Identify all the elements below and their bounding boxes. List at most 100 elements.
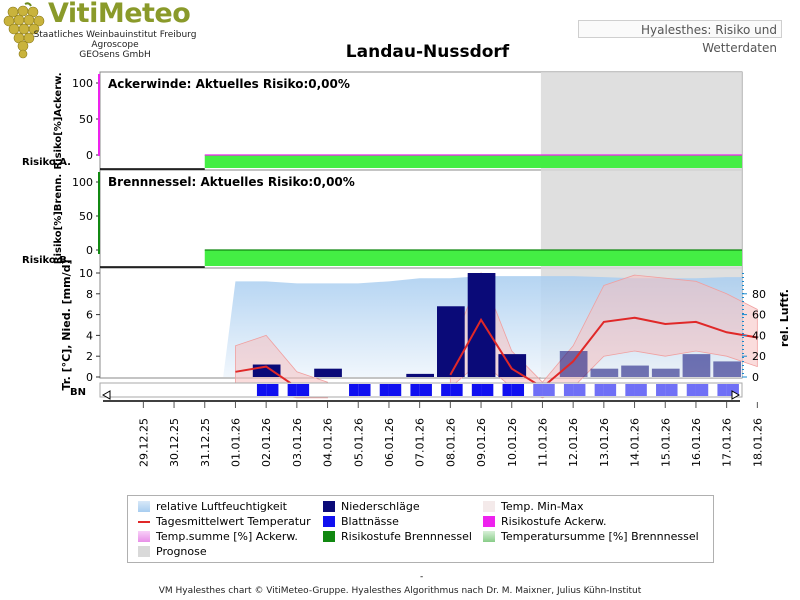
leaf-wet-block-14.01.26-0 (625, 384, 635, 396)
leaf-wet-block-13.01.26-0 (594, 384, 604, 396)
leaf-wet-block-08.01.26-0 (441, 384, 451, 396)
date-tick-label: 04.01.26 (322, 418, 335, 467)
date-tick-label: 12.01.26 (567, 418, 580, 467)
date-tick-label: 10.01.26 (506, 418, 519, 467)
leaf-wet-swatch-icon (323, 516, 335, 527)
brennnessel-ytick: 100 (72, 176, 93, 189)
org-line-3: GEOsens GmbH (79, 50, 151, 60)
date-tick-label: 08.01.26 (444, 418, 457, 467)
leaf-wet-block-02.01.26-1 (266, 384, 279, 396)
weather-ytick-left: 10 (79, 267, 93, 280)
humidity-swatch-icon (138, 501, 150, 512)
bn-label: BN (70, 387, 86, 398)
logo-title: VitiMeteo (48, 0, 191, 29)
weather-ytick-left: 8 (86, 288, 93, 301)
brennnessel-ylabel: Risiko[%]Brenn. (53, 174, 64, 264)
ackerwinde-panel-title: Ackerwinde: Aktuelles Risiko:0,00% (108, 77, 350, 91)
leaf-wet-block-05.01.26-1 (358, 384, 371, 396)
weather-ytick-right: 20 (752, 350, 766, 363)
scroll-left-icon (101, 390, 111, 400)
leaf-wet-block-03.01.26-0 (287, 384, 297, 396)
leaf-wet-block-10.01.26-1 (511, 384, 525, 396)
leaf-wet-block-11.01.26-0 (533, 384, 543, 396)
weather-ytick-left: 6 (86, 309, 93, 322)
brennnessel-ytick: 0 (86, 244, 93, 257)
date-tick-label: 18.01.26 (751, 418, 764, 467)
weather-ytick-right: 40 (752, 329, 766, 342)
leaf-wet-block-07.01.26-0 (410, 384, 420, 396)
precip-bar-17.01.26 (713, 361, 741, 377)
precip-bar-09.01.26 (467, 273, 496, 377)
chart-title: Landau-Nussdorf (345, 42, 510, 62)
weather-ytick-left: 4 (86, 329, 93, 342)
leaf-wet-block-03.01.26-1 (296, 384, 310, 396)
date-tick-label: 14.01.26 (629, 418, 642, 467)
chart-legend: relative Luftfeuchtigkeit Niederschläge … (127, 495, 714, 563)
weather-ytick-left: 2 (86, 350, 93, 363)
ackerwinde-ytick: 50 (79, 113, 93, 126)
subtitle-box: Hyalesthes: Risiko und Wetterdaten (578, 20, 782, 55)
brennnessel-panel-title: Brennnessel: Aktuelles Risiko:0,00% (108, 175, 355, 189)
date-tick-label: 15.01.26 (659, 418, 672, 467)
footer-credit: VM Hyalesthes chart © VitiMeteo-Gruppe. … (158, 586, 642, 596)
brennnessel-risk-band (204, 250, 742, 266)
precip-swatch-icon (323, 501, 335, 512)
date-tick-label: 06.01.26 (383, 418, 396, 467)
date-tick-label: 07.01.26 (414, 418, 427, 467)
precip-bar-10.01.26 (498, 354, 527, 377)
leaf-wet-block-13.01.26-1 (603, 384, 617, 396)
scroll-right-icon (731, 390, 741, 400)
precip-bar-16.01.26 (682, 354, 711, 377)
vitimeteo-logo-icon (3, 2, 47, 60)
date-tick-label: 17.01.26 (721, 418, 734, 467)
leaf-wet-block-09.01.26-0 (471, 384, 482, 396)
precip-bar-12.01.26 (559, 351, 588, 377)
precip-bar-08.01.26 (437, 306, 465, 377)
leaf-wet-block-06.01.26-0 (379, 384, 389, 396)
tempminmax-swatch-icon (483, 501, 495, 512)
leaf-wet-block-15.01.26-0 (656, 384, 666, 396)
leaf-wet-block-12.01.26-1 (573, 384, 586, 396)
leaf-wet-block-09.01.26-1 (481, 384, 494, 396)
brennnessel-ytick: 50 (79, 210, 93, 223)
leaf-wet-block-16.01.26-1 (695, 384, 709, 396)
ackerwinde-ytick: 100 (72, 77, 93, 90)
ackerwinde-ylabel: Risiko[%]Ackerw. (53, 72, 64, 169)
brenn-tempsum-swatch-icon (483, 531, 495, 542)
precip-bar-14.01.26 (621, 365, 649, 377)
date-tick-label: 05.01.26 (352, 418, 365, 467)
weather-ylabel-right: rel. Luftf. (778, 289, 791, 347)
leaf-wet-block-10.01.26-0 (502, 384, 512, 396)
leaf-wet-block-05.01.26-0 (349, 384, 359, 396)
date-tick-label: 02.01.26 (260, 418, 273, 467)
precip-bar-04.01.26 (314, 368, 342, 377)
leaf-wet-block-11.01.26-1 (542, 384, 555, 396)
precip-bar-07.01.26 (406, 373, 434, 377)
weather-ytick-right: 60 (752, 309, 766, 322)
weather-ytick-right: 0 (752, 371, 759, 384)
date-tick-label: 09.01.26 (475, 418, 488, 467)
leaf-wet-block-17.01.26-0 (717, 384, 727, 396)
weather-ytick-left: 0 (86, 371, 93, 384)
ackerwinde-risk-label: Risiko A. (22, 157, 71, 168)
precip-bar-15.01.26 (651, 368, 680, 377)
leaf-wet-block-08.01.26-1 (450, 384, 463, 396)
weather-ytick-right: 80 (752, 288, 766, 301)
brenn-risk-swatch-icon (323, 531, 335, 542)
ackerw-tempsum-swatch-icon (138, 531, 150, 542)
leaf-wet-block-16.01.26-0 (686, 384, 696, 396)
brennnessel-risk-label: Risiko B. (22, 255, 71, 266)
leaf-wet-block-02.01.26-0 (256, 384, 267, 396)
footer-dash: - (420, 572, 424, 582)
leaf-wet-block-06.01.26-1 (388, 384, 402, 396)
leaf-wet-block-14.01.26-1 (634, 384, 647, 396)
date-tick-label: 01.01.26 (229, 418, 242, 467)
ackerwinde-risk-band (204, 155, 742, 168)
date-tick-label: 29.12.25 (137, 418, 150, 467)
date-tick-label: 16.01.26 (690, 418, 703, 467)
ackerwinde-ytick: 0 (86, 149, 93, 162)
org-line-2: Agroscope (91, 40, 139, 50)
precip-bar-13.01.26 (590, 368, 619, 377)
ackerw-risk-swatch-icon (483, 516, 495, 527)
